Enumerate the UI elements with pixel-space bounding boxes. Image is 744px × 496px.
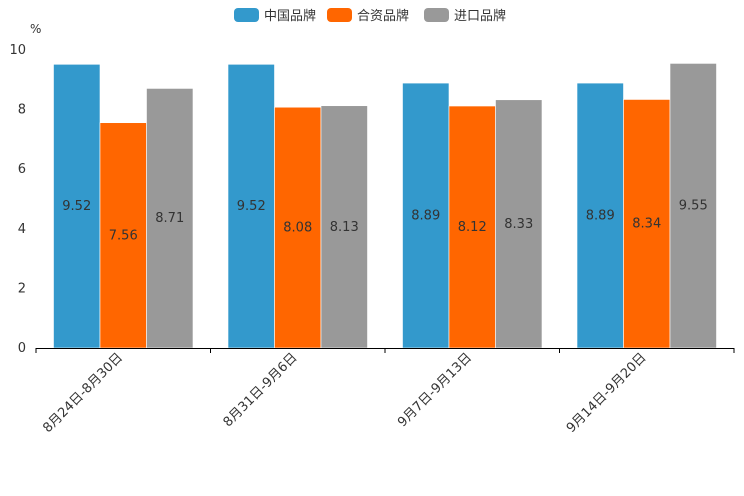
bar[interactable]: [576, 82, 624, 349]
y-tick-label: 2: [18, 281, 26, 296]
legend-swatch[interactable]: [234, 8, 259, 22]
bar[interactable]: [448, 105, 496, 349]
data-label: 9.52: [62, 199, 91, 214]
data-label: 8.71: [155, 211, 184, 226]
bar[interactable]: [146, 88, 194, 349]
data-label: 8.12: [458, 220, 487, 235]
legend-swatch[interactable]: [424, 8, 449, 22]
data-label: 8.89: [411, 209, 440, 224]
x-axis: 8月24日-8月30日 8月31日-9月6日 9月7日-9月13日 9月14日-9月2…: [35, 348, 735, 436]
data-label: 8.34: [632, 217, 661, 232]
x-tick-label: 8月24日-8月30日: [40, 350, 126, 436]
x-tick-label: 9月14日-9月20日: [564, 350, 650, 436]
y-tick-label: 6: [18, 162, 26, 177]
x-tick-label: 9月7日-9月13日: [395, 350, 475, 430]
bars: [53, 63, 717, 349]
y-axis: 0 2 4 6 8 10: [9, 43, 26, 356]
x-tick-label: 8月31日-9月6日: [221, 350, 301, 430]
bar[interactable]: [274, 106, 322, 349]
legend: 中国品牌 合资品牌 进口品牌: [234, 8, 506, 24]
y-tick-label: 4: [18, 222, 26, 237]
y-tick-label: 0: [18, 341, 26, 356]
data-label: 8.13: [330, 220, 359, 235]
bar[interactable]: [53, 64, 101, 349]
legend-label[interactable]: 合资品牌: [357, 8, 409, 24]
data-label: 8.89: [586, 209, 615, 224]
data-label: 8.08: [283, 221, 312, 236]
legend-label[interactable]: 进口品牌: [454, 8, 506, 24]
data-label: 7.56: [109, 228, 138, 243]
legend-swatch[interactable]: [327, 8, 352, 22]
y-tick-label: 10: [9, 43, 26, 58]
data-label: 8.33: [504, 217, 533, 232]
data-label: 9.55: [679, 199, 708, 214]
bar[interactable]: [669, 63, 717, 349]
y-tick-label: 8: [18, 103, 26, 118]
legend-label[interactable]: 中国品牌: [264, 8, 316, 24]
y-axis-unit-label: %: [30, 22, 41, 36]
data-labels: 9.52 7.56 8.71 9.52 8.08 8.13 8.89 8.12 8.33 8.89…: [62, 199, 707, 244]
bar[interactable]: [227, 64, 275, 349]
bar[interactable]: [320, 105, 368, 349]
bar[interactable]: [99, 122, 147, 349]
data-label: 9.52: [237, 199, 266, 214]
